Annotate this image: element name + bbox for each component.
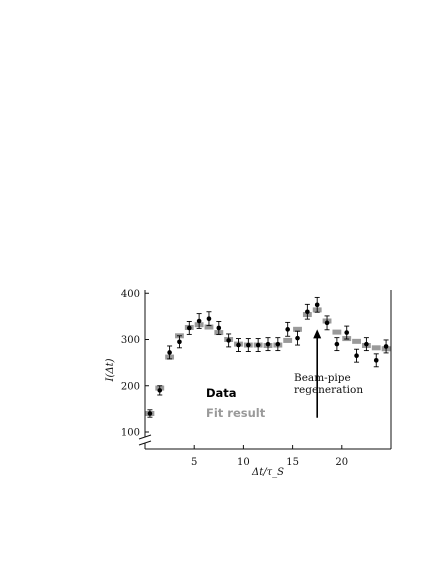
data-marker	[255, 342, 261, 348]
x-tick-label-10: 10	[237, 457, 250, 468]
legend-data-label: Data	[206, 386, 237, 400]
data-point-23	[373, 353, 379, 368]
data-marker	[157, 388, 163, 393]
data-point-3	[176, 335, 182, 349]
data-point-5	[196, 313, 202, 329]
data-marker	[196, 318, 202, 324]
data-point-13	[275, 337, 281, 352]
data-point-2	[167, 345, 173, 360]
fit-step-6	[204, 324, 214, 330]
data-point-10	[245, 338, 251, 352]
data-point-7	[216, 321, 222, 335]
x-tick-label-15: 15	[286, 457, 299, 468]
data-point-6	[206, 311, 212, 327]
annotation-arrow-head	[313, 329, 322, 339]
data-marker	[236, 342, 241, 348]
data-point-19	[334, 337, 340, 352]
data-marker	[226, 338, 231, 343]
axis-break-mark-lower	[138, 440, 152, 446]
data-marker	[295, 335, 300, 341]
data-marker	[334, 341, 340, 347]
data-marker	[373, 358, 379, 363]
annotation-line-1: regeneration	[294, 384, 363, 396]
fit-steps	[145, 307, 391, 416]
fit-step-21	[352, 338, 361, 344]
data-marker	[314, 302, 320, 308]
data-marker	[186, 325, 192, 331]
y-axis-title: I(Δt)	[105, 358, 116, 382]
ticks: 5 10 15 20 100 200 300 400	[121, 289, 348, 468]
data-point-0	[147, 409, 153, 418]
fit-step-15	[293, 326, 302, 332]
data-marker	[285, 327, 290, 332]
fit-step-23	[371, 345, 381, 351]
axes	[138, 290, 392, 450]
data-marker	[177, 339, 182, 345]
data-marker	[147, 411, 153, 416]
axis-break-mark-upper	[138, 434, 152, 440]
x-tick-label-20: 20	[335, 457, 348, 468]
data-marker	[265, 341, 271, 347]
data-point-22	[363, 337, 369, 352]
data-marker	[344, 330, 350, 335]
data-point-8	[226, 333, 232, 348]
data-point-24	[383, 339, 389, 354]
data-marker	[275, 341, 281, 347]
y-tick-label-300: 300	[121, 335, 140, 346]
y-tick-label-200: 200	[121, 381, 140, 392]
data-marker	[216, 325, 222, 331]
data-marker	[354, 353, 359, 358]
x-axis-title: Δt/τ_S	[251, 467, 284, 478]
x-tick-label-5: 5	[191, 457, 197, 468]
data-point-18	[324, 315, 330, 331]
y-tick-label-100: 100	[121, 428, 140, 439]
fit-step-14	[283, 337, 293, 343]
data-marker	[324, 320, 330, 326]
data-point-17	[314, 296, 320, 313]
data-point-15	[295, 330, 301, 346]
data-point-16	[304, 303, 310, 320]
data-marker	[167, 350, 172, 355]
data-point-12	[265, 337, 271, 352]
data-marker	[206, 316, 212, 321]
data-point-11	[255, 338, 261, 352]
fit-step-19	[332, 329, 342, 335]
data-marker	[246, 342, 251, 348]
data-marker	[305, 309, 310, 315]
data-point-9	[235, 338, 241, 352]
data-points	[147, 296, 389, 418]
data-point-21	[354, 348, 360, 363]
data-marker	[364, 341, 369, 347]
data-point-20	[344, 325, 350, 340]
legend-fit-label: Fit result	[206, 406, 266, 420]
data-point-14	[285, 321, 291, 337]
annotation-line-0: Beam-pipe	[294, 372, 351, 384]
data-point-4	[186, 321, 192, 335]
data-point-1	[157, 385, 163, 396]
y-tick-label-400: 400	[121, 289, 140, 300]
data-marker	[383, 344, 389, 349]
